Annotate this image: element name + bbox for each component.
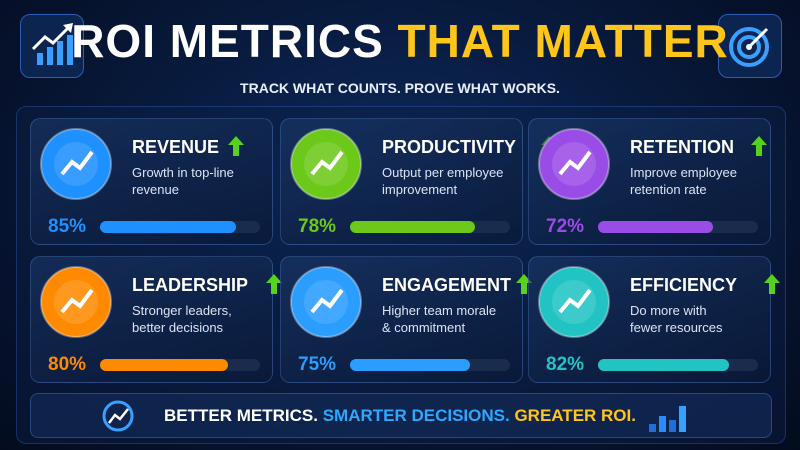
icon-svg [40, 128, 112, 200]
target-svg [729, 27, 769, 67]
chart-icon [31, 23, 73, 65]
title: ROI METRICS THAT MATTER [0, 14, 800, 68]
arrow-svg [266, 274, 282, 294]
footer-text: BETTER METRICS. SMARTER DECISIONS. GREAT… [0, 406, 800, 426]
up-arrow [751, 136, 768, 161]
card-icon [288, 126, 364, 202]
arrow-svg [228, 136, 245, 156]
card-description: Output per employee [382, 165, 504, 180]
card-title: ENGAGEMENT [382, 275, 512, 295]
percent-bar [350, 359, 470, 371]
card-icon [288, 264, 364, 340]
card-title: LEADERSHIP [132, 275, 249, 295]
card-title: EFFICIENCY [630, 275, 738, 295]
icon-svg [290, 266, 362, 338]
card-icon [536, 126, 612, 202]
percent-bar [100, 221, 236, 233]
percent-label: 82% [546, 354, 585, 375]
footer-part: SMARTER DECISIONS. [322, 406, 510, 425]
up-arrow [764, 274, 780, 299]
card-icon [38, 126, 114, 202]
subtitle: TRACK WHAT COUNTS. PROVE WHAT WORKS. [240, 80, 560, 96]
card-description: revenue [132, 182, 179, 197]
card-description: Growth in top-line [132, 165, 234, 180]
footer-bars-icon [649, 406, 686, 432]
footer-part: BETTER METRICS. [164, 406, 318, 425]
title-part: THAT MATTER [397, 15, 729, 67]
icon-svg [538, 128, 610, 200]
card-description: Higher team morale [382, 303, 497, 318]
target-icon [718, 14, 782, 78]
percent-label: 80% [48, 354, 87, 375]
card-description: retention rate [630, 182, 707, 197]
card-description: & commitment [382, 320, 466, 335]
card-description: Do more with [630, 303, 707, 318]
icon-svg [538, 266, 610, 338]
card-icon [38, 264, 114, 340]
arrow-svg [764, 274, 780, 294]
card-description: Improve employee [630, 165, 737, 180]
arrow-svg [751, 136, 768, 156]
card-title: REVENUE [132, 137, 220, 157]
footer-icon [102, 400, 134, 432]
card-title: RETENTION [630, 137, 735, 157]
percent-bar [598, 359, 730, 371]
card-description: fewer resources [630, 320, 723, 335]
up-arrow [228, 136, 245, 161]
percent-bar [350, 221, 475, 233]
percent-label: 75% [298, 354, 337, 375]
card-description: improvement [382, 182, 458, 197]
percent-label: 72% [546, 216, 585, 237]
percent-label: 78% [298, 216, 337, 237]
card-description: better decisions [132, 320, 224, 335]
logo-chart-icon [20, 14, 84, 78]
percent-bar [100, 359, 228, 371]
card-description: Stronger leaders, [132, 303, 232, 318]
footer-part: GREATER ROI. [514, 406, 636, 425]
card-title: PRODUCTIVITY [382, 137, 517, 157]
up-arrow [266, 274, 282, 299]
footer-bar [30, 393, 772, 438]
icon-svg [40, 266, 112, 338]
percent-label: 85% [48, 216, 87, 237]
percent-bar [598, 221, 714, 233]
card-icon [536, 264, 612, 340]
title-part: ROI METRICS [71, 15, 384, 67]
icon-svg [290, 128, 362, 200]
